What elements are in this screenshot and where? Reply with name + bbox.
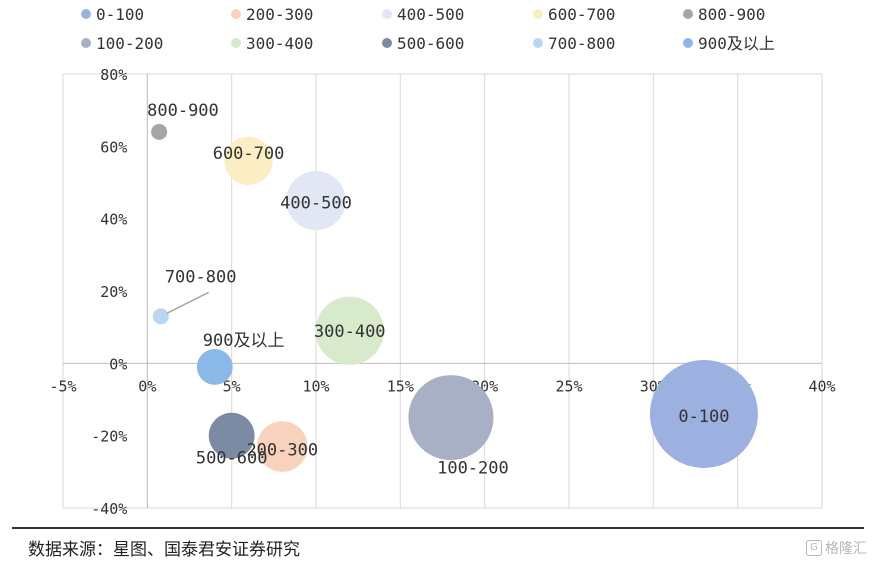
bubble-chart: 0-100 100-200 200-300 300-400 400-500 500-600… — [49, 5, 835, 518]
x-tick-label: 25% — [555, 377, 582, 395]
bubble-600-700 — [224, 136, 273, 185]
bubble-700-800 — [152, 308, 169, 325]
bubble-0-100 — [649, 359, 758, 468]
x-tick-label: 0% — [138, 377, 156, 395]
bubble-100-200 — [408, 375, 494, 461]
legend-label-800-900: 800-900 — [698, 5, 765, 24]
bubbles — [151, 123, 758, 472]
legend-marker-100-200 — [81, 38, 91, 48]
legend-label-900-plus: 900及以上 — [698, 34, 775, 53]
legend-marker-0-100 — [81, 9, 91, 19]
x-tick-label: 5% — [223, 377, 241, 395]
legend-marker-900-plus — [683, 38, 693, 48]
source-note: 数据来源：星图、国泰君安证券研究 — [28, 540, 300, 560]
legend-label-200-300: 200-300 — [246, 5, 313, 24]
y-tick-label: 80% — [100, 66, 127, 84]
y-tick-label: 60% — [100, 138, 127, 156]
bubble-label-0-100: 0-100 — [678, 407, 729, 427]
legend-marker-500-600 — [382, 38, 392, 48]
bubble-800-900 — [151, 123, 168, 140]
watermark-logo-icon: G — [806, 540, 822, 556]
legend-marker-400-500 — [382, 9, 392, 19]
bubble-label-500-600: 500-600 — [196, 449, 268, 469]
x-tick-label: 40% — [808, 377, 835, 395]
legend-label-700-800: 700-800 — [548, 34, 615, 53]
bubble-900-plus — [196, 349, 233, 385]
bubble-label-300-400: 300-400 — [314, 322, 386, 342]
bubble-labels: 0-100 100-200 200-300 300-400 400-500 500-600… — [147, 101, 729, 479]
legend-label-400-500: 400-500 — [397, 5, 464, 24]
bubble-label-100-200: 100-200 — [437, 459, 509, 479]
x-tick-label: 15% — [387, 377, 414, 395]
legend-label-100-200: 100-200 — [96, 34, 163, 53]
bubble-400-500 — [286, 171, 346, 231]
bubble-300-400 — [315, 296, 384, 365]
legend-marker-600-700 — [533, 9, 543, 19]
legend: 0-100 100-200 200-300 300-400 400-500 500-600… — [81, 5, 775, 53]
y-tick-label: -20% — [91, 428, 127, 446]
legend-label-300-400: 300-400 — [246, 34, 313, 53]
legend-label-600-700: 600-700 — [548, 5, 615, 24]
legend-label-0-100: 0-100 — [96, 5, 144, 24]
legend-label-500-600: 500-600 — [397, 34, 464, 53]
y-tick-label: 40% — [100, 211, 127, 229]
bubble-label-200-300: 200-300 — [246, 441, 318, 461]
leader-line-700-800 — [166, 291, 210, 314]
watermark-text: 格隆汇 — [825, 541, 867, 557]
bubble-label-400-500: 400-500 — [280, 194, 352, 214]
y-tick-label: -40% — [91, 500, 127, 518]
legend-marker-300-400 — [231, 38, 241, 48]
bubble-label-800-900: 800-900 — [147, 101, 219, 121]
watermark: G 格隆汇 — [806, 538, 867, 558]
legend-marker-200-300 — [231, 9, 241, 19]
y-tick-label: 20% — [100, 283, 127, 301]
bubble-label-600-700: 600-700 — [213, 144, 285, 164]
source-divider — [12, 527, 864, 529]
legend-marker-700-800 — [533, 38, 543, 48]
y-tick-label: 0% — [109, 355, 127, 373]
x-tick-label: 10% — [302, 377, 329, 395]
x-tick-label: -5% — [49, 377, 76, 395]
bubble-label-900-plus: 900及以上 — [203, 331, 285, 351]
legend-marker-800-900 — [683, 9, 693, 19]
bubble-label-700-800: 700-800 — [165, 267, 237, 287]
bubble-500-600 — [208, 412, 255, 459]
bubble-200-300 — [256, 421, 308, 472]
